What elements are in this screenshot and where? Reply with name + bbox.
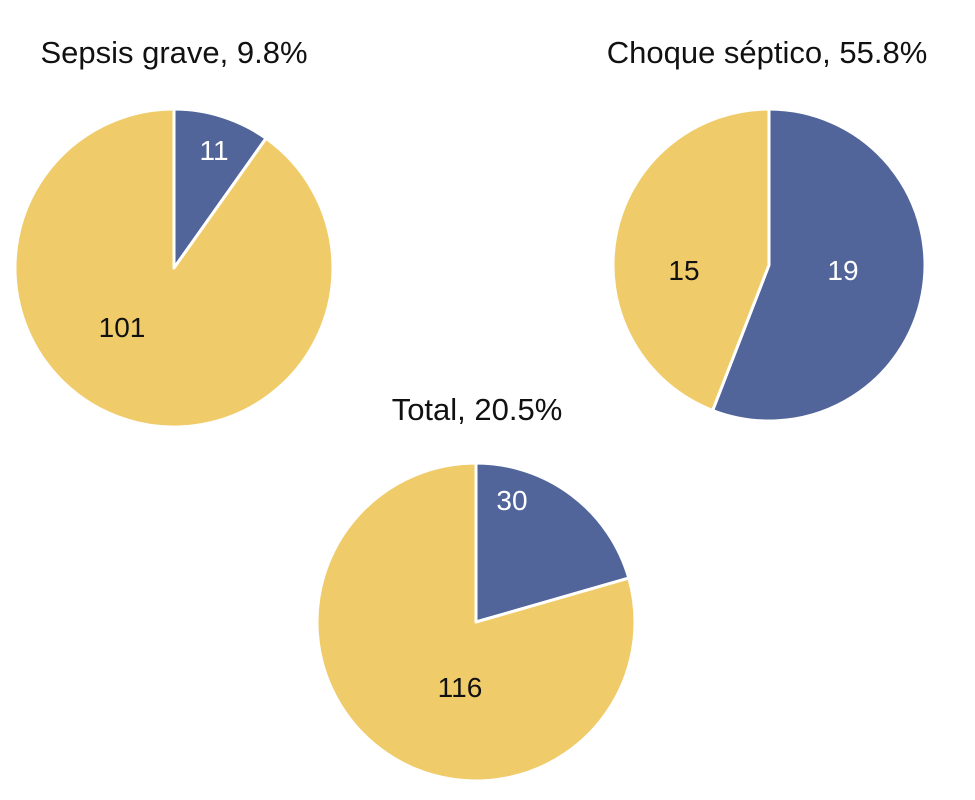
slice-label-total-yellow: 116: [438, 672, 483, 703]
slice-label-sepsis-grave-yellow: 101: [99, 312, 146, 343]
slice-label-choque-septico-blue: 19: [827, 255, 858, 286]
slice-label-total-blue: 30: [496, 485, 527, 516]
pie-slice-sepsis-grave-yellow: [13, 107, 335, 429]
pie-total: Total, 20.5% 30 116: [315, 392, 637, 783]
pie-title-total: Total, 20.5%: [392, 392, 563, 427]
slice-label-choque-septico-yellow: 15: [668, 255, 699, 286]
pie-title-choque-septico: Choque séptico, 55.8%: [607, 35, 928, 70]
slice-label-sepsis-grave-blue: 11: [199, 135, 228, 166]
pie-choque-septico: Choque séptico, 55.8% 19 15: [607, 35, 928, 423]
pie-slice-total-yellow: [315, 461, 637, 783]
pie-title-sepsis-grave: Sepsis grave, 9.8%: [40, 35, 307, 70]
pie-sepsis-grave: Sepsis grave, 9.8% 11 101: [13, 35, 335, 429]
pie-slice-choque-septico-yellow: [611, 107, 771, 412]
pie-slice-total-blue: [474, 461, 631, 624]
pie-slice-choque-septico-blue: [711, 107, 927, 423]
pie-slice-sepsis-grave-blue: [172, 107, 268, 270]
